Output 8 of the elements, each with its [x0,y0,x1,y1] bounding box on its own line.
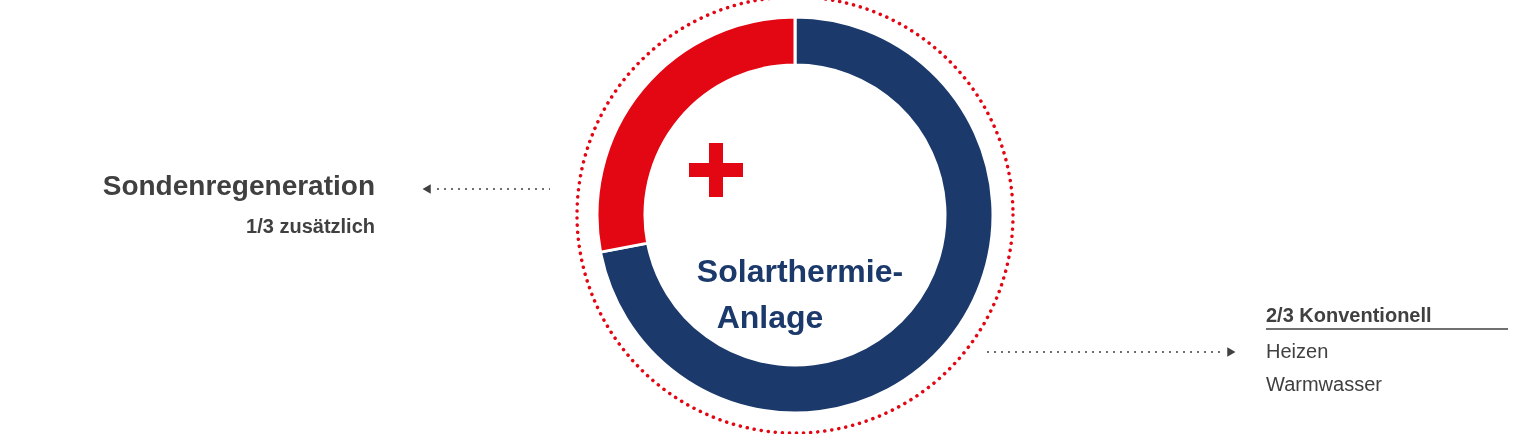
text: Anlage [716,299,824,335]
text: 1/3 zusätzlich [246,215,375,237]
text: Warmwasser [1266,373,1383,395]
text: Sondenregeneration [102,170,375,201]
text: Solarthermie- [696,253,904,289]
donut-slice [599,15,995,415]
text: Heizen [1266,340,1329,362]
text: 2/3 Konventionell [1266,304,1432,326]
